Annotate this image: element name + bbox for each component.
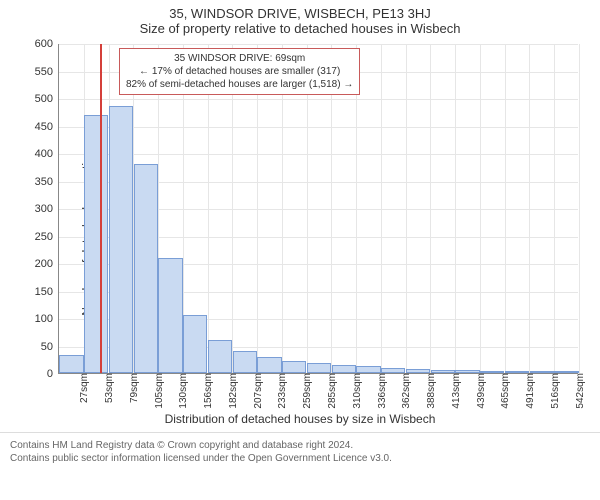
y-tick-label: 350	[35, 176, 59, 188]
x-tick-label: 285sqm	[323, 373, 338, 409]
annotation-line3: 82% of semi-detached houses are larger (…	[126, 78, 353, 91]
grid-line-h	[59, 44, 578, 45]
y-tick-label: 500	[35, 93, 59, 105]
grid-line-v	[455, 44, 456, 373]
y-tick-label: 300	[35, 203, 59, 215]
grid-line-h	[59, 127, 578, 128]
annotation-box: 35 WINDSOR DRIVE: 69sqm ← 17% of detache…	[119, 48, 360, 95]
grid-line-v	[579, 44, 580, 373]
grid-line-v	[505, 44, 506, 373]
histogram-bar	[307, 363, 331, 373]
x-tick-label: 182sqm	[224, 373, 239, 409]
x-tick-label: 207sqm	[249, 373, 264, 409]
y-tick-label: 200	[35, 258, 59, 270]
x-tick-label: 465sqm	[496, 373, 511, 409]
x-tick-label: 79sqm	[125, 373, 140, 403]
histogram-bar	[332, 365, 356, 373]
x-tick-label: 413sqm	[447, 373, 462, 409]
y-tick-label: 250	[35, 231, 59, 243]
y-tick-label: 0	[47, 368, 59, 380]
grid-line-v	[406, 44, 407, 373]
x-tick-label: 53sqm	[100, 373, 115, 403]
x-tick-label: 310sqm	[348, 373, 363, 409]
x-tick-label: 156sqm	[199, 373, 214, 409]
x-tick-label: 388sqm	[422, 373, 437, 409]
x-tick-label: 362sqm	[397, 373, 412, 409]
histogram-bar	[158, 258, 182, 374]
annotation-line2: ← 17% of detached houses are smaller (31…	[126, 65, 353, 78]
grid-line-v	[381, 44, 382, 373]
x-tick-label: 27sqm	[75, 373, 90, 403]
histogram-bar	[84, 115, 108, 374]
grid-line-v	[529, 44, 530, 373]
annotation-line1: 35 WINDSOR DRIVE: 69sqm	[126, 52, 353, 65]
histogram-bar	[257, 357, 281, 374]
x-tick-label: 439sqm	[472, 373, 487, 409]
footer: Contains HM Land Registry data © Crown c…	[0, 432, 600, 465]
grid-line-v	[480, 44, 481, 373]
y-tick-label: 100	[35, 313, 59, 325]
histogram-bar	[356, 366, 380, 373]
x-tick-label: 516sqm	[546, 373, 561, 409]
x-tick-label: 336sqm	[373, 373, 388, 409]
grid-line-v	[430, 44, 431, 373]
subtitle: Size of property relative to detached ho…	[0, 21, 600, 38]
plot-area: 05010015020025030035040045050055060027sq…	[58, 44, 578, 374]
x-axis-label: Distribution of detached houses by size …	[0, 412, 600, 426]
x-tick-label: 233sqm	[273, 373, 288, 409]
x-tick-label: 491sqm	[521, 373, 536, 409]
footer-line2: Contains public sector information licen…	[10, 452, 590, 465]
chart-area: Number of detached properties 0501001502…	[0, 38, 600, 428]
y-tick-label: 550	[35, 66, 59, 78]
grid-line-h	[59, 99, 578, 100]
x-tick-label: 105sqm	[150, 373, 165, 409]
property-marker-line	[100, 44, 102, 373]
histogram-bar	[208, 340, 232, 373]
y-tick-label: 50	[41, 341, 59, 353]
histogram-bar	[109, 106, 133, 373]
histogram-bar	[134, 164, 158, 373]
histogram-bar	[233, 351, 257, 373]
y-tick-label: 400	[35, 148, 59, 160]
grid-line-v	[554, 44, 555, 373]
histogram-bar	[282, 361, 306, 373]
chart-container: 35, WINDSOR DRIVE, WISBECH, PE13 3HJ Siz…	[0, 0, 600, 500]
x-tick-label: 130sqm	[174, 373, 189, 409]
histogram-bar	[59, 355, 83, 373]
y-tick-label: 450	[35, 121, 59, 133]
histogram-bar	[183, 315, 207, 373]
grid-line-h	[59, 154, 578, 155]
y-tick-label: 600	[35, 38, 59, 50]
x-tick-label: 542sqm	[571, 373, 586, 409]
address-title: 35, WINDSOR DRIVE, WISBECH, PE13 3HJ	[0, 0, 600, 21]
x-tick-label: 259sqm	[298, 373, 313, 409]
y-tick-label: 150	[35, 286, 59, 298]
footer-line1: Contains HM Land Registry data © Crown c…	[10, 439, 590, 452]
